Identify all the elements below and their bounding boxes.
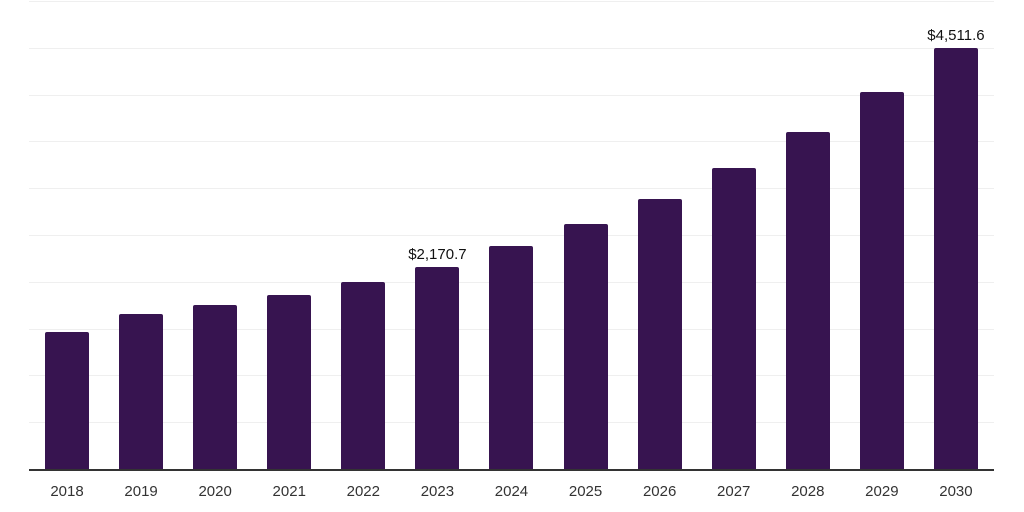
x-tick-label: 2020 bbox=[198, 483, 232, 500]
x-tick-label: 2027 bbox=[717, 483, 751, 500]
plot-area: $2,170.7 $4,511.6 bbox=[29, 1, 994, 471]
bar-2023: $2,170.7 bbox=[408, 247, 467, 470]
gridline bbox=[29, 47, 994, 49]
x-axis-labels: 2018 2019 2020 2021 2022 2023 2024 2025 2026 2027… bbox=[29, 484, 994, 499]
bar-value-label: $2,170.7 bbox=[408, 245, 467, 263]
bar-2018 bbox=[45, 331, 89, 470]
x-tick-label: 2030 bbox=[939, 483, 973, 500]
gridline bbox=[29, 141, 994, 143]
bar-2027 bbox=[711, 167, 756, 470]
x-tick-label: 2021 bbox=[272, 483, 306, 500]
bar-2021 bbox=[267, 294, 312, 470]
gridline bbox=[29, 1, 994, 2]
x-tick-label: 2028 bbox=[791, 483, 825, 500]
x-tick-label: 2019 bbox=[124, 483, 158, 500]
bars: $2,170.7 $4,511.6 bbox=[29, 2, 994, 470]
x-tick-label: 2018 bbox=[50, 483, 84, 500]
x-tick-label: 2025 bbox=[568, 483, 603, 500]
bar-2026 bbox=[637, 198, 682, 470]
bar-2022 bbox=[341, 281, 386, 470]
x-tick-label: 2023 bbox=[420, 483, 455, 500]
gridline bbox=[29, 235, 994, 236]
gridline bbox=[29, 188, 994, 190]
x-axis-line bbox=[29, 469, 994, 471]
bar-value-label: $4,511.6 bbox=[927, 26, 985, 44]
bar-2028 bbox=[785, 131, 830, 470]
gridline bbox=[29, 94, 994, 96]
x-tick-label: 2022 bbox=[346, 483, 380, 500]
x-tick-label: 2029 bbox=[865, 483, 899, 500]
bar-2024 bbox=[489, 246, 534, 470]
bar-2019 bbox=[119, 314, 164, 470]
x-tick-label: 2024 bbox=[494, 483, 529, 500]
bar-2025 bbox=[563, 224, 608, 470]
bar-2020 bbox=[193, 305, 238, 470]
bar-2029 bbox=[859, 91, 904, 470]
bar-2030: $4,511.6 bbox=[927, 28, 985, 470]
x-tick-label: 2026 bbox=[642, 483, 677, 500]
